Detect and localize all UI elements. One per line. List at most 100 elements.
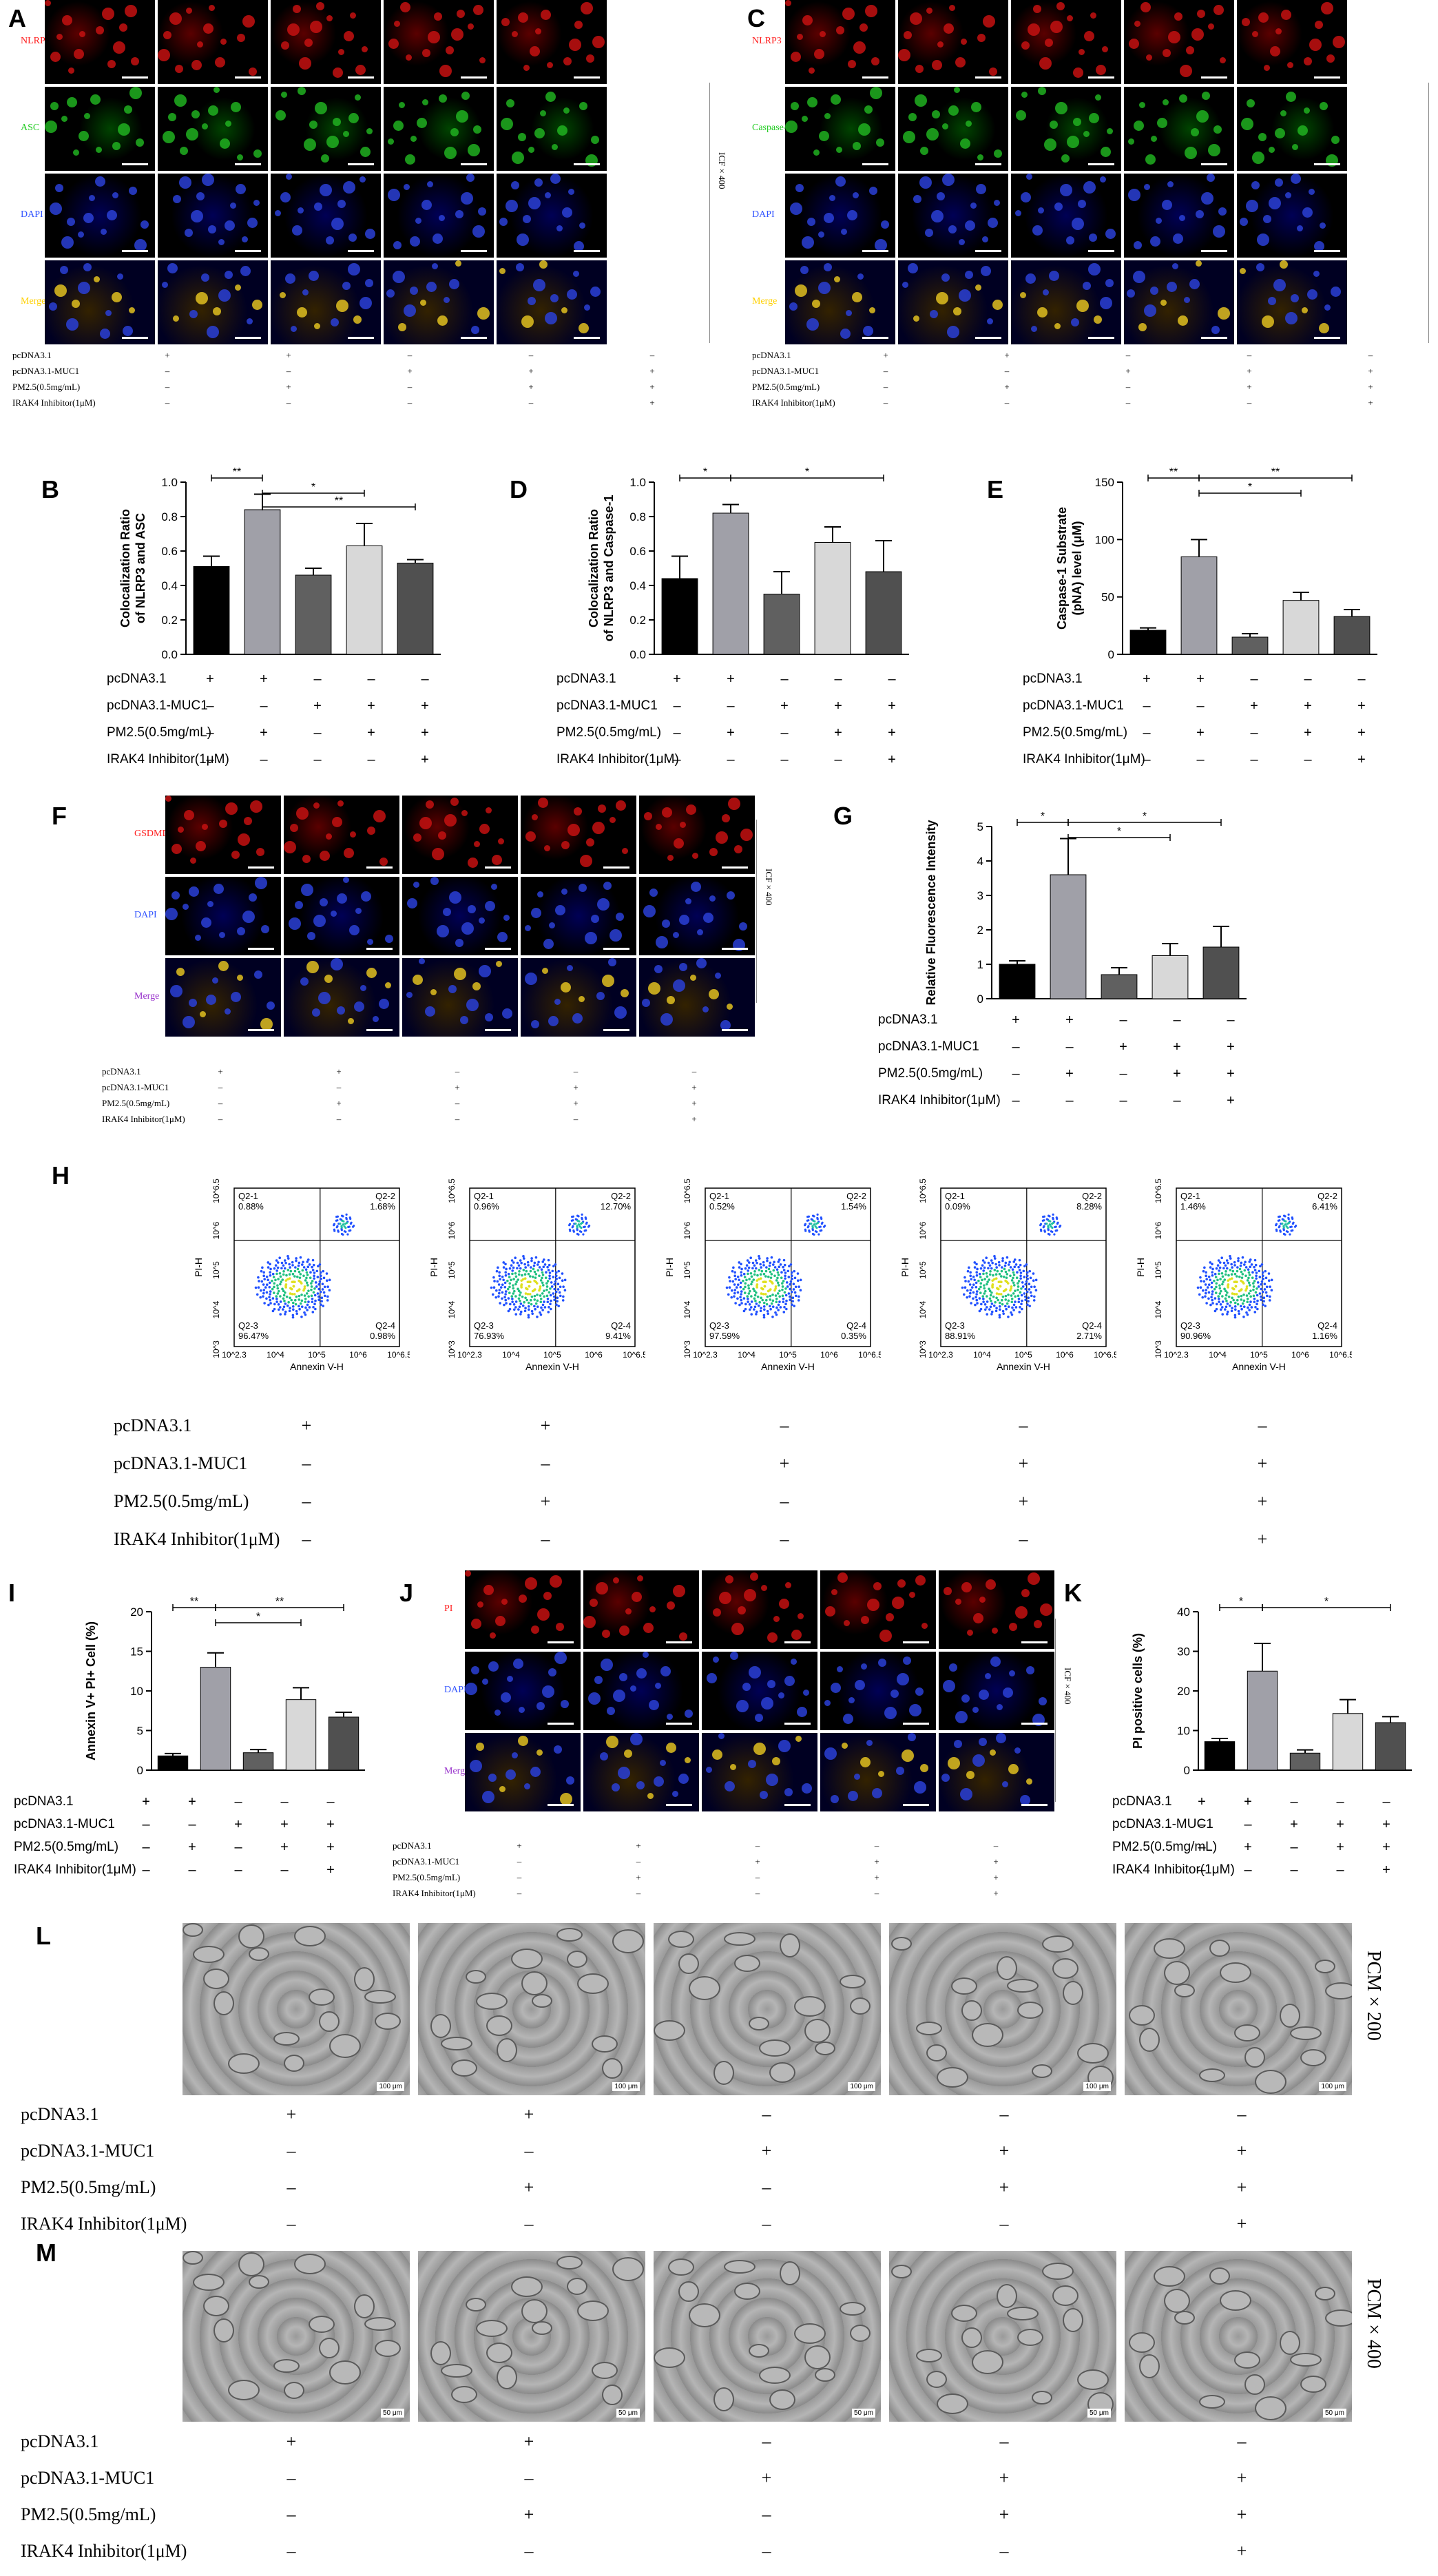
cell-dot bbox=[848, 1696, 855, 1703]
micrograph-image bbox=[1237, 0, 1347, 84]
significance-label: * bbox=[1248, 481, 1252, 493]
cell-outline bbox=[724, 2260, 756, 2274]
significance-label: * bbox=[1239, 1596, 1243, 1608]
channel-label: DAPI bbox=[752, 209, 775, 220]
quadrant-name: Q2-4 bbox=[846, 1320, 866, 1331]
condition-sign: – bbox=[1012, 1093, 1020, 1108]
cell-dot bbox=[412, 975, 423, 986]
cell-dot bbox=[705, 1766, 712, 1773]
cell-dot bbox=[1307, 289, 1318, 300]
cell-outline bbox=[891, 1936, 912, 1951]
cell-dot bbox=[824, 112, 831, 119]
condition-sign: – bbox=[234, 1840, 242, 1855]
cell-dot bbox=[255, 877, 268, 889]
cell-dot bbox=[118, 23, 127, 32]
x-tick-label: 10^4 bbox=[267, 1350, 284, 1360]
micrograph-image bbox=[1237, 260, 1347, 344]
y-tick-label: 10^4 bbox=[211, 1300, 221, 1318]
condition-label: pcDNA3.1-MUC1 bbox=[102, 1082, 169, 1092]
cell-dot bbox=[1067, 136, 1080, 149]
cell-dot bbox=[224, 1008, 231, 1015]
cell-dot bbox=[853, 141, 861, 150]
cell-dot bbox=[665, 1743, 676, 1754]
cell-dot bbox=[527, 297, 536, 306]
micrograph-image bbox=[1237, 174, 1347, 258]
cell-outline bbox=[1164, 2288, 1190, 2313]
cell-dot bbox=[236, 154, 243, 160]
x-axis-label: Annexin V-H bbox=[290, 1361, 344, 1372]
cell-outline bbox=[1290, 2026, 1322, 2040]
cell-dot bbox=[796, 33, 803, 40]
cell-outline bbox=[1042, 2263, 1074, 2281]
cell-dot bbox=[846, 210, 857, 221]
cell-dot bbox=[981, 236, 988, 242]
y-axis-label: Caspase-1 Substrate bbox=[1055, 507, 1069, 630]
quadrant-percent: 0.35% bbox=[841, 1331, 866, 1341]
cell-dot bbox=[171, 891, 180, 900]
condition-sign: + bbox=[286, 2431, 297, 2451]
cell-dot bbox=[1089, 112, 1100, 123]
cell-dot bbox=[89, 194, 96, 201]
cell-dot bbox=[684, 1709, 693, 1718]
y-axis-label: Colocalization Ratio bbox=[118, 509, 132, 627]
scale-bar bbox=[1201, 76, 1227, 79]
scale-bar bbox=[1314, 337, 1340, 339]
scale-bar bbox=[461, 337, 487, 339]
cell-dot bbox=[1269, 196, 1282, 209]
cell-dot bbox=[1026, 174, 1033, 180]
cell-dot bbox=[740, 828, 753, 841]
cell-dot bbox=[90, 94, 101, 105]
cell-outline bbox=[891, 2264, 912, 2278]
cell-dot bbox=[112, 191, 118, 198]
cell-dot bbox=[406, 54, 413, 61]
cell-dot bbox=[1173, 233, 1184, 244]
condition-sign: – bbox=[762, 2541, 771, 2561]
cell-dot bbox=[197, 41, 204, 48]
cell-dot bbox=[342, 281, 351, 290]
cell-dot bbox=[532, 814, 539, 821]
panel-label-j: J bbox=[399, 1579, 414, 1607]
condition-sign: – bbox=[834, 752, 842, 767]
cell-dot bbox=[935, 291, 948, 304]
cell-dot bbox=[846, 310, 853, 317]
cell-dot bbox=[330, 318, 339, 326]
side-bracket bbox=[709, 83, 710, 343]
cell-dot bbox=[1045, 39, 1053, 48]
y-tick-label: 0.2 bbox=[161, 614, 178, 627]
cell-outline bbox=[780, 1933, 800, 1958]
cell-dot bbox=[955, 56, 966, 67]
cell-outline bbox=[577, 2300, 609, 2321]
cell-dot bbox=[473, 125, 482, 134]
cell-dot bbox=[727, 1003, 733, 1010]
cell-outline bbox=[1300, 2048, 1326, 2066]
phase-contrast-image: 100 μm bbox=[183, 1923, 410, 2095]
condition-sign: + bbox=[755, 1856, 760, 1867]
micrograph-image bbox=[1124, 174, 1234, 258]
cell-dot bbox=[105, 310, 112, 317]
cell-dot bbox=[1213, 5, 1225, 16]
condition-sign: – bbox=[1198, 1817, 1206, 1832]
condition-label: IRAK4 Inhibitor(1μM) bbox=[114, 1529, 280, 1549]
cell-dot bbox=[1195, 260, 1202, 267]
condition-label: pcDNA3.1 bbox=[14, 1794, 74, 1809]
cell-dot bbox=[667, 855, 674, 862]
cell-dot bbox=[310, 20, 323, 33]
significance-label: * bbox=[1324, 1596, 1328, 1608]
cell-dot bbox=[494, 1709, 501, 1716]
cell-dot bbox=[1211, 325, 1220, 334]
cell-dot bbox=[835, 176, 846, 187]
cell-outline bbox=[769, 2389, 795, 2410]
cell-dot bbox=[189, 310, 198, 319]
condition-sign: – bbox=[636, 1888, 641, 1898]
condition-sign: + bbox=[888, 752, 896, 767]
cell-dot bbox=[1189, 278, 1200, 289]
cell-dot bbox=[545, 191, 551, 198]
cell-dot bbox=[173, 194, 182, 203]
cell-dot bbox=[618, 1673, 627, 1682]
cell-dot bbox=[501, 17, 510, 26]
condition-sign: + bbox=[883, 350, 888, 360]
cell-dot bbox=[324, 975, 333, 984]
condition-sign: – bbox=[165, 382, 170, 392]
micrograph-image bbox=[284, 796, 399, 874]
